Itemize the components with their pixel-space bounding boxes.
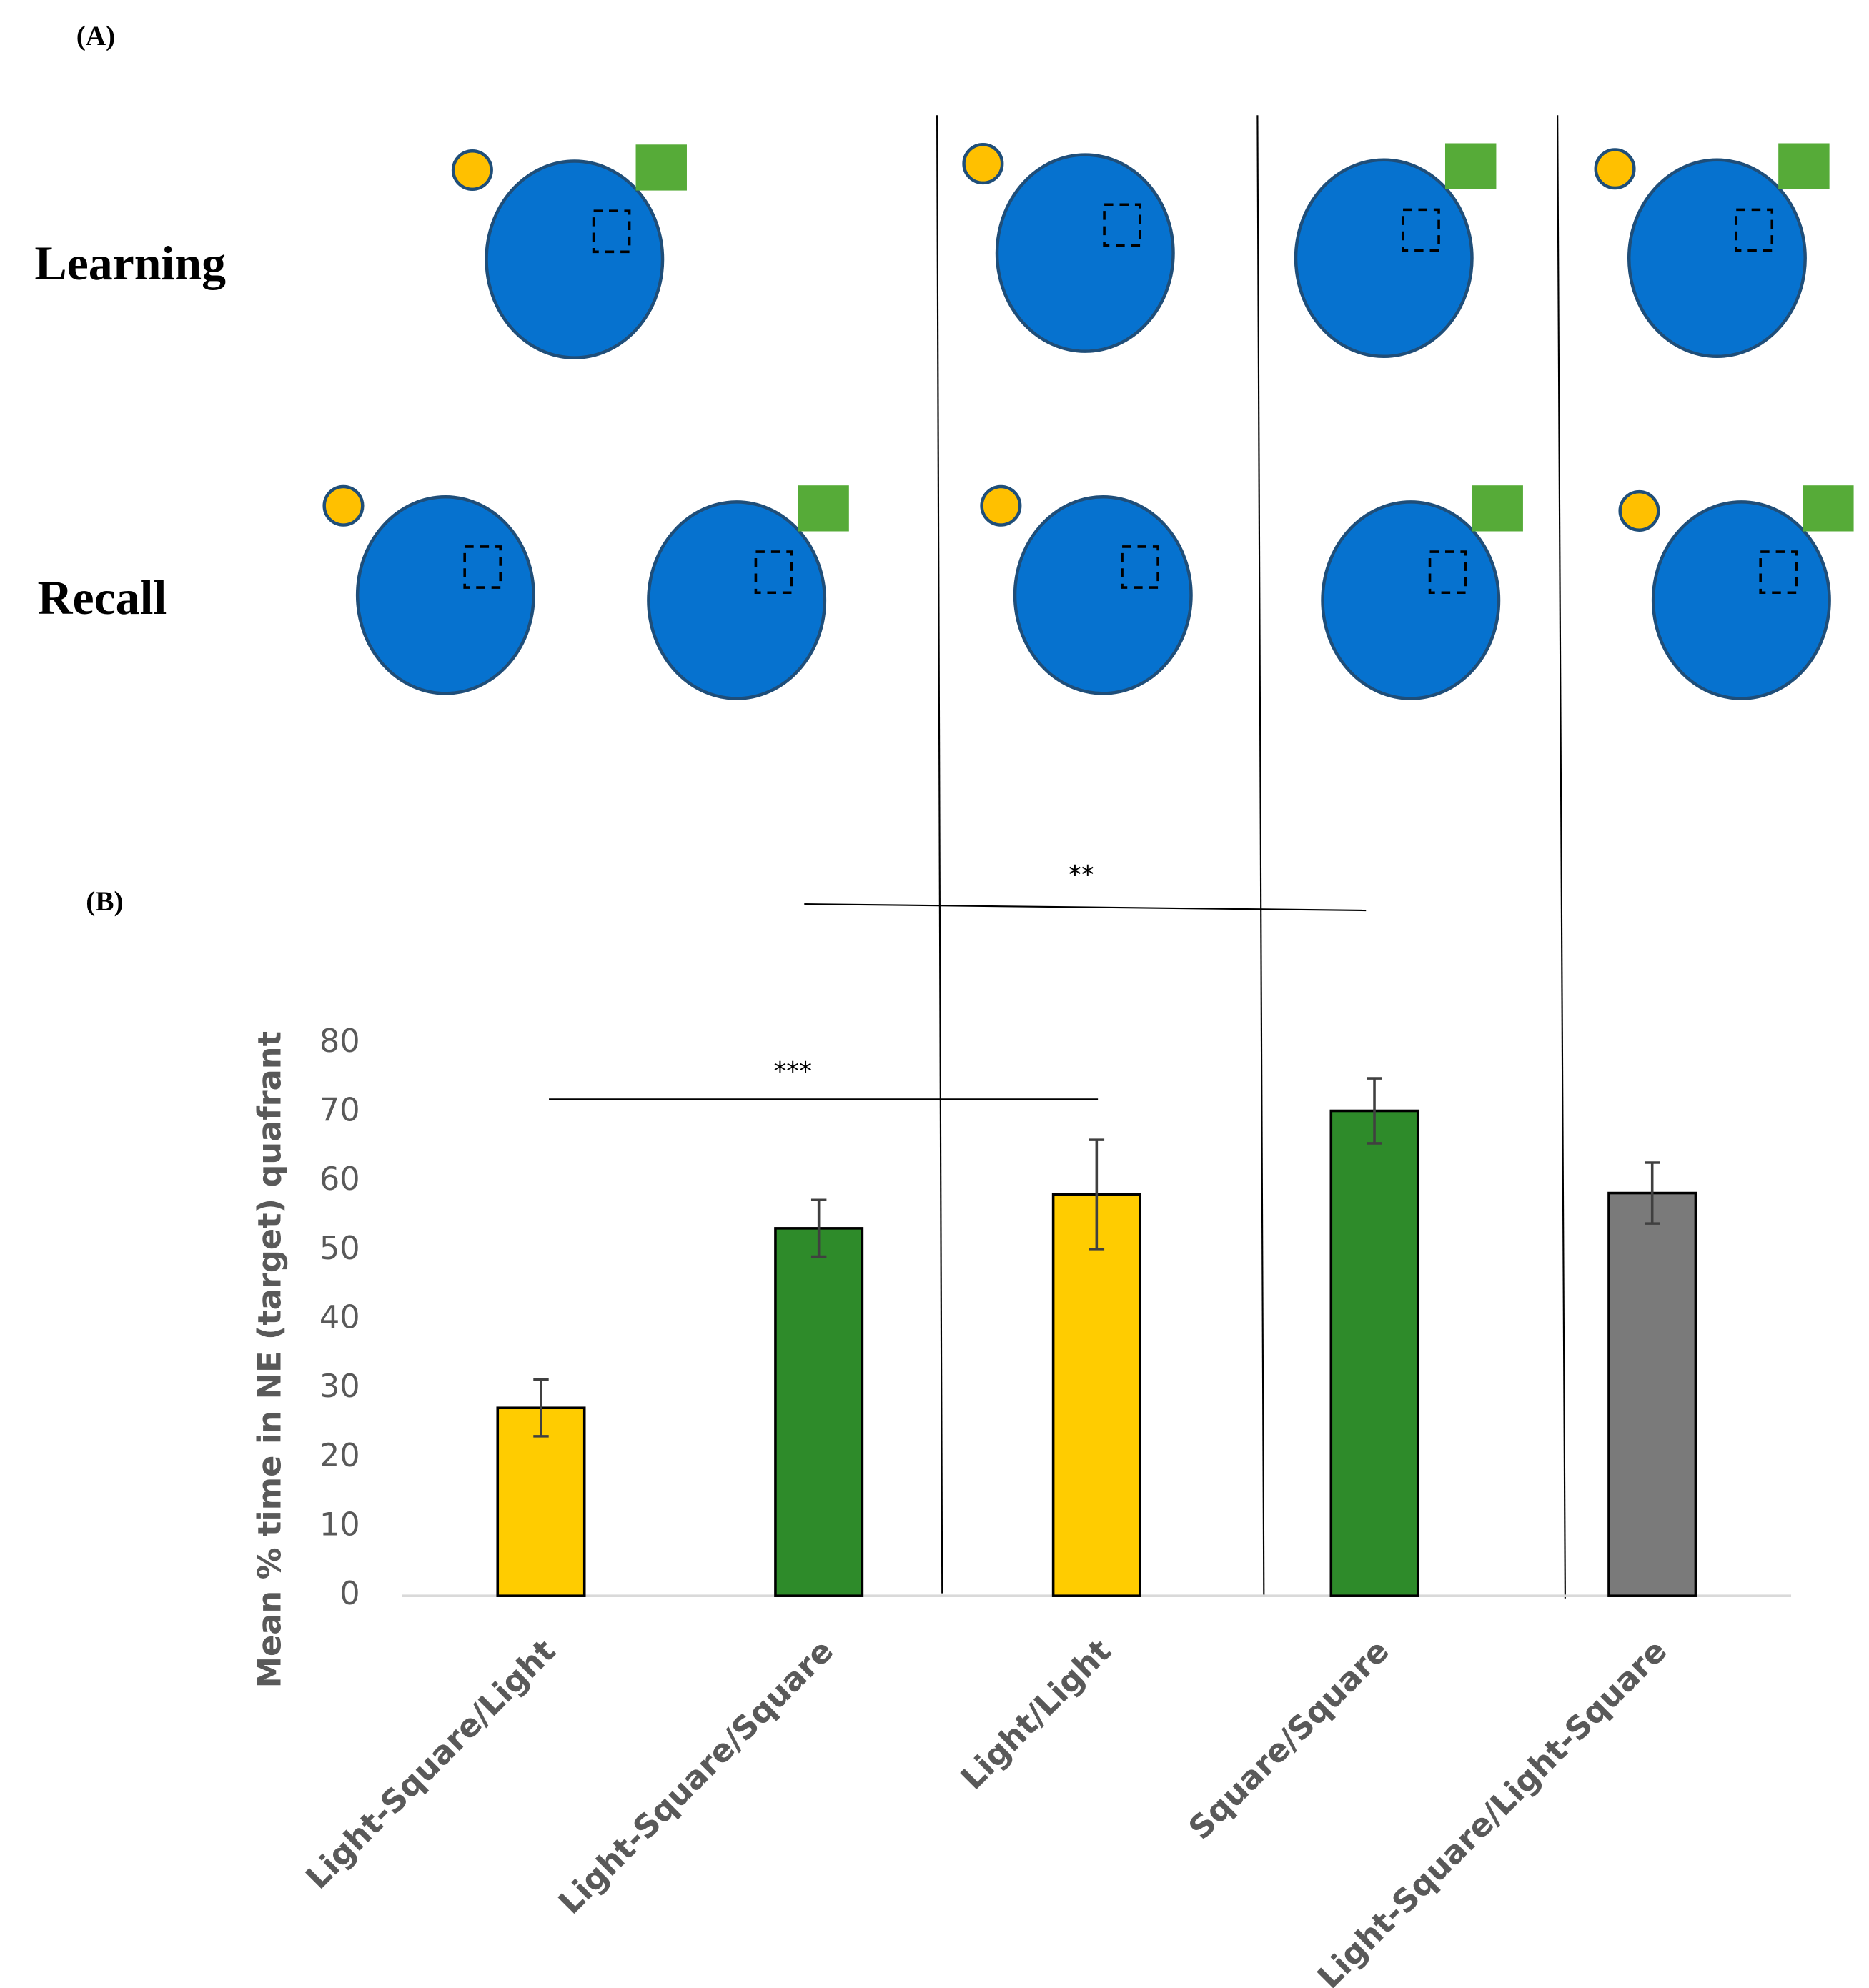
- y-tick-label: 70: [319, 1091, 360, 1128]
- platform: [1759, 550, 1798, 595]
- significance-line: [804, 903, 1367, 912]
- y-tick-label: 60: [319, 1161, 360, 1198]
- light-cue: [322, 484, 365, 527]
- platform: [1402, 208, 1440, 252]
- bar: [1607, 1191, 1697, 1597]
- row-label: Learning: [34, 237, 226, 290]
- significance-label: ***: [773, 1057, 812, 1086]
- light-cue: [451, 149, 493, 192]
- square-cue: [635, 144, 687, 191]
- pool: [1321, 500, 1501, 700]
- separator: [1256, 115, 1265, 1596]
- square-cue: [1472, 485, 1523, 532]
- diagram: [322, 143, 1854, 700]
- pool: [485, 159, 665, 359]
- bar: [774, 1227, 864, 1597]
- y-tick-label: 30: [319, 1368, 360, 1405]
- square-cue: [1778, 143, 1830, 189]
- platform: [1735, 208, 1774, 252]
- platform: [1121, 545, 1159, 589]
- separators: [549, 115, 1566, 1599]
- platform: [592, 209, 631, 254]
- light-cue: [962, 143, 1004, 185]
- bar: [496, 1406, 586, 1597]
- square-cue: [1444, 143, 1497, 189]
- square-cue: [1803, 485, 1854, 532]
- square-cue: [798, 485, 849, 532]
- platform: [1428, 550, 1467, 595]
- y-tick-label: 20: [319, 1437, 360, 1474]
- panel-label: (A): [76, 21, 116, 51]
- separator: [1557, 115, 1566, 1599]
- pool: [1294, 158, 1474, 359]
- pool: [995, 153, 1175, 353]
- platform: [1103, 203, 1141, 247]
- row-label: Recall: [37, 571, 167, 625]
- light-cue: [1594, 148, 1636, 190]
- y-tick-label: 50: [319, 1230, 360, 1267]
- platform: [754, 550, 793, 595]
- pool: [1013, 495, 1193, 695]
- pool: [647, 500, 827, 700]
- y-axis-label: Mean % time in NE (target) quafrant: [251, 1031, 288, 1688]
- y-tick-label: 0: [339, 1575, 360, 1612]
- bar: [1051, 1193, 1141, 1597]
- bar: [1329, 1109, 1419, 1597]
- pool: [355, 495, 535, 695]
- separator: [936, 115, 943, 1594]
- light-cue: [1618, 489, 1660, 532]
- significance-label: **: [1069, 860, 1094, 890]
- pool: [1627, 158, 1807, 359]
- y-tick-label: 10: [319, 1506, 360, 1544]
- platform: [463, 545, 502, 589]
- y-tick-label: 40: [319, 1298, 360, 1336]
- y-tick-label: 80: [319, 1023, 360, 1060]
- pool: [1651, 500, 1831, 700]
- light-cue: [980, 484, 1022, 527]
- panel-label: (B): [86, 886, 123, 917]
